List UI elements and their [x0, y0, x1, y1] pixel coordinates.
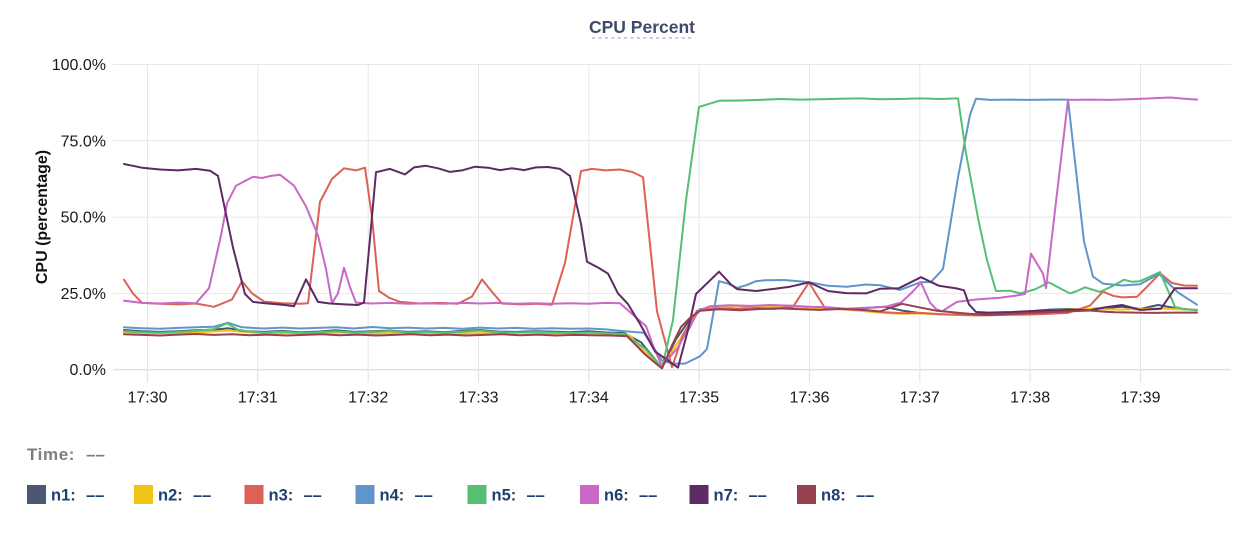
svg-text:––: –– [639, 487, 657, 505]
svg-text:n8:: n8: [821, 487, 846, 505]
svg-text:n4:: n4: [380, 487, 405, 505]
svg-text:0.0%: 0.0% [70, 362, 106, 379]
svg-text:17:34: 17:34 [569, 390, 609, 407]
svg-text:25.0%: 25.0% [61, 286, 106, 303]
svg-text:n5:: n5: [492, 487, 517, 505]
svg-text:––: –– [86, 445, 105, 464]
svg-text:17:36: 17:36 [789, 390, 829, 407]
svg-text:Time:: Time: [27, 445, 75, 464]
svg-text:n7:: n7: [714, 487, 739, 505]
svg-text:17:31: 17:31 [238, 390, 278, 407]
svg-text:––: –– [749, 487, 767, 505]
svg-text:CPU (percentage): CPU (percentage) [34, 150, 51, 284]
svg-text:n6:: n6: [604, 487, 629, 505]
svg-text:17:38: 17:38 [1010, 390, 1050, 407]
svg-text:17:39: 17:39 [1120, 390, 1160, 407]
svg-text:17:32: 17:32 [348, 390, 388, 407]
svg-text:––: –– [193, 487, 211, 505]
svg-text:CPU Percent: CPU Percent [589, 17, 695, 37]
svg-text:17:35: 17:35 [679, 390, 719, 407]
svg-text:17:37: 17:37 [900, 390, 940, 407]
svg-text:n1:: n1: [51, 487, 76, 505]
svg-text:––: –– [86, 487, 104, 505]
svg-text:75.0%: 75.0% [61, 133, 106, 150]
svg-text:n2:: n2: [158, 487, 183, 505]
svg-text:––: –– [415, 487, 433, 505]
svg-text:––: –– [527, 487, 545, 505]
svg-text:100.0%: 100.0% [52, 57, 106, 74]
svg-text:––: –– [304, 487, 322, 505]
svg-text:n3:: n3: [269, 487, 294, 505]
svg-text:17:30: 17:30 [127, 390, 167, 407]
svg-text:––: –– [856, 487, 874, 505]
svg-text:17:33: 17:33 [458, 390, 498, 407]
svg-text:50.0%: 50.0% [61, 210, 106, 227]
